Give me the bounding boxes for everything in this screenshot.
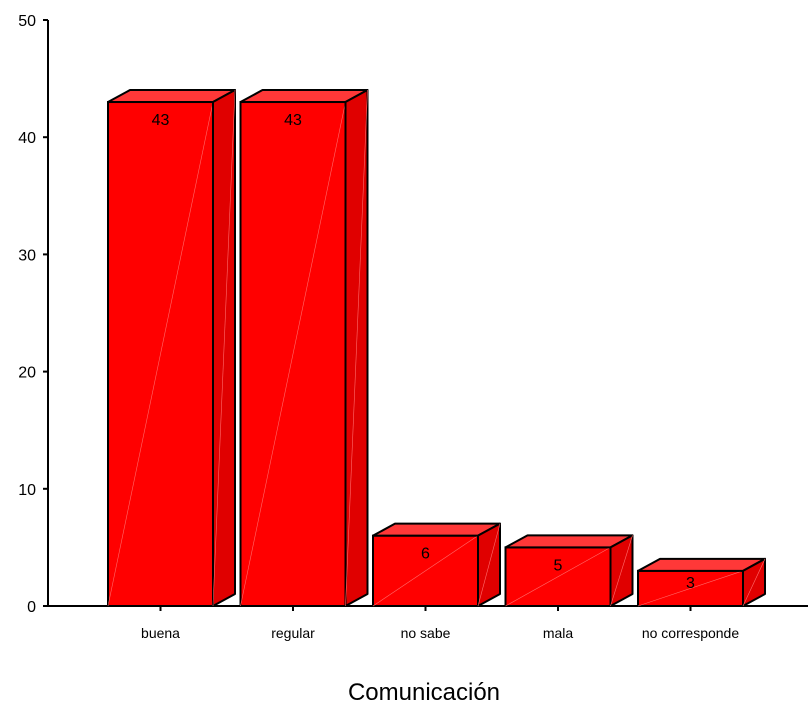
bar-side-shade-line (345, 90, 368, 607)
y-tick-label: 10 (18, 482, 36, 499)
bar-side-shade-line (742, 558, 766, 607)
y-tick-label: 30 (18, 247, 36, 264)
data-label: 43 (284, 112, 302, 129)
bar-side-shade-line (477, 523, 501, 607)
bar-side-shade-line (212, 90, 236, 607)
data-label: 6 (421, 546, 430, 563)
bar-regular (239, 89, 369, 607)
y-axis-ticks: 0 10 20 30 40 50 (18, 13, 48, 616)
y-tick-label: 40 (18, 130, 36, 147)
x-tick-label: mala (543, 625, 574, 641)
bar-buena (107, 89, 236, 607)
bar-front-shade-line (637, 570, 744, 607)
x-axis-ticks: buena regular no sabe mala no corresponde (141, 606, 739, 641)
data-label: 43 (152, 112, 170, 129)
data-label: 3 (686, 575, 695, 592)
x-tick-label: no sabe (401, 625, 451, 641)
bar-no-sabe (372, 522, 501, 607)
bar-front-shade-line (240, 101, 346, 607)
data-label: 5 (554, 557, 563, 574)
y-tick-label: 50 (18, 13, 36, 30)
x-tick-label: no corresponde (642, 625, 740, 641)
y-tick-label: 0 (27, 599, 36, 616)
bar-mala (504, 534, 634, 608)
bar-front-shade-line (107, 101, 214, 607)
bar-no-corresponde (637, 557, 766, 608)
x-tick-label: buena (141, 625, 180, 641)
bar-series: 43 43 6 5 3 (107, 89, 766, 608)
bar-front-shade-line (505, 547, 611, 607)
bar-front-shade-line (372, 535, 479, 607)
bar-side-shade-line (610, 535, 633, 607)
x-tick-label: regular (271, 625, 315, 641)
x-axis-title: Comunicación (348, 679, 500, 706)
y-tick-label: 20 (18, 365, 36, 382)
